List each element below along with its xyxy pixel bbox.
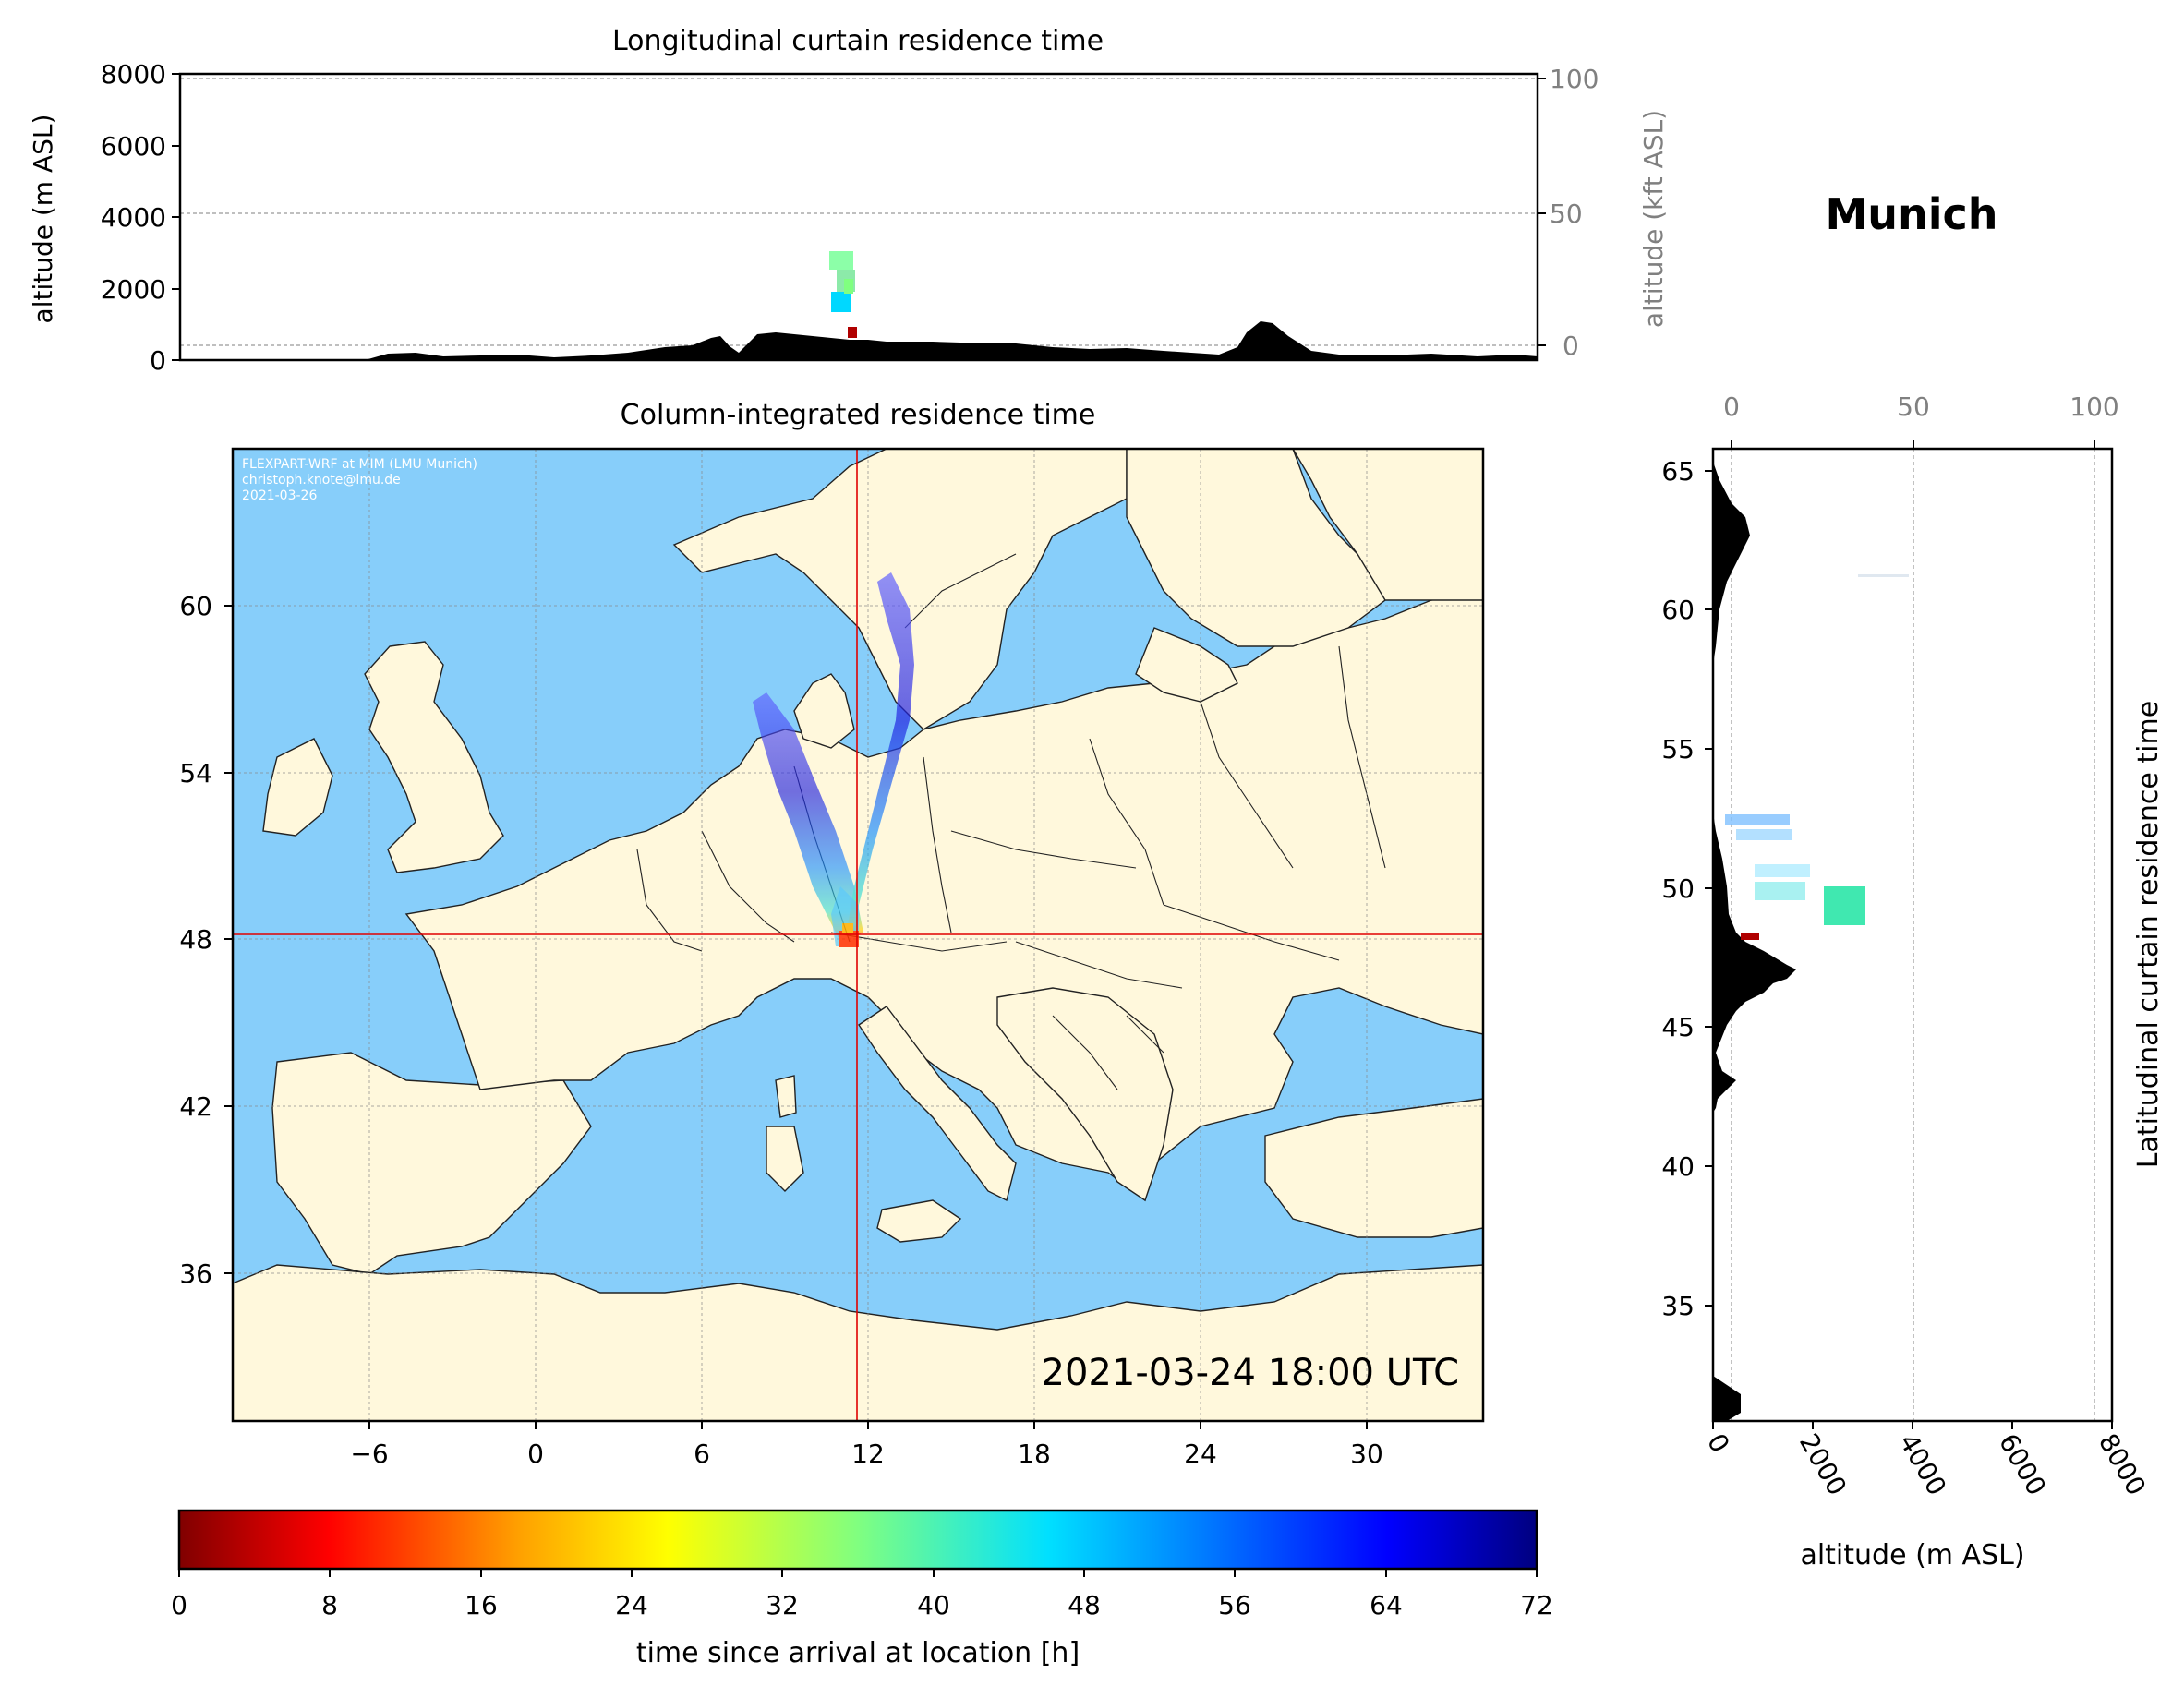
tick-label: 0 xyxy=(150,345,166,376)
land-iberia xyxy=(271,1052,592,1275)
land-africa xyxy=(233,1264,1483,1421)
tick-label: 30 xyxy=(1350,1439,1383,1469)
tick-label: 8 xyxy=(321,1590,338,1620)
map-yticks: 36 42 48 54 60 xyxy=(179,591,233,1289)
tick-label: 24 xyxy=(1184,1439,1217,1469)
top-ylabel-left: altitude (m ASL) xyxy=(28,114,58,324)
land-ireland xyxy=(262,738,333,837)
tick-label: 64 xyxy=(1370,1590,1403,1620)
colorbar-ticks: 0 8 16 24 32 40 48 56 64 72 xyxy=(171,1569,1553,1620)
top-right-ticks: 0 50 100 xyxy=(1538,64,1599,361)
tick-label: 2000 xyxy=(101,274,166,305)
colorbar-gradient xyxy=(177,1509,1538,1571)
side-panel: 35 40 45 50 55 60 65 0 50 100 0 2000 400… xyxy=(1661,391,2165,1572)
land-italy xyxy=(858,1006,1017,1202)
tick-label: 0 xyxy=(1563,331,1579,361)
terrain-profile-lat xyxy=(1713,462,1796,1421)
tick-label: 0 xyxy=(171,1590,187,1620)
tick-label: 60 xyxy=(1661,595,1695,625)
tick-label: 12 xyxy=(851,1439,885,1469)
tick-label: 4000 xyxy=(101,202,166,233)
top-panel-title: Longitudinal curtain residence time xyxy=(612,25,1104,57)
map-timestamp: 2021-03-24 18:00 UTC xyxy=(1042,1352,1459,1394)
tick-label: 60 xyxy=(179,591,212,621)
land-sardinia xyxy=(766,1126,804,1192)
tick-label: 6000 xyxy=(1993,1428,2052,1500)
tick-label: 8000 xyxy=(101,59,166,90)
land-balkans xyxy=(996,987,1174,1202)
tick-label: 54 xyxy=(179,758,212,789)
tick-label: 0 xyxy=(527,1439,544,1469)
tick-label: 36 xyxy=(179,1258,212,1289)
side-yticks: 35 40 45 50 55 60 65 xyxy=(1661,456,1713,1321)
tick-label: 0 xyxy=(1723,391,1740,422)
land-baltic xyxy=(1135,627,1238,703)
colorbar: 0 8 16 24 32 40 48 56 64 72 time since a… xyxy=(171,1509,1553,1669)
tick-label: 50 xyxy=(1897,391,1930,422)
land-corsica xyxy=(775,1075,797,1118)
tick-label: 40 xyxy=(917,1590,950,1620)
land-britain xyxy=(364,641,504,873)
tick-label: 55 xyxy=(1661,734,1695,765)
map-credit: FLEXPART-WRF at MIM (LMU Munich) christo… xyxy=(242,457,477,503)
tick-label: 32 xyxy=(766,1590,799,1620)
tick-label: −6 xyxy=(350,1439,388,1469)
colorbar-label: time since arrival at location [h] xyxy=(636,1637,1080,1669)
land-russia xyxy=(1292,449,1483,601)
tick-label: 50 xyxy=(1550,199,1583,229)
tick-label: 65 xyxy=(1661,456,1695,487)
map-panel: Column-integrated residence time xyxy=(179,399,1485,1469)
land-turkey xyxy=(1264,1098,1483,1238)
station-name: Munich xyxy=(1825,189,1997,239)
side-xlabel: altitude (m ASL) xyxy=(1800,1539,2024,1572)
land-scandinavia xyxy=(672,449,1128,730)
tick-label: 2000 xyxy=(1793,1428,1852,1500)
credit-line: FLEXPART-WRF at MIM (LMU Munich) xyxy=(242,457,477,472)
tick-label: 48 xyxy=(179,924,212,955)
top-ylabel-right: altitude (kft ASL) xyxy=(1638,110,1669,328)
map-panel-title: Column-integrated residence time xyxy=(621,399,1096,431)
top-panel: Longitudinal curtain residence time 0 20… xyxy=(28,25,1669,376)
land-sicily xyxy=(876,1199,962,1243)
terrain-profile-lon xyxy=(180,321,1538,360)
tick-label: 100 xyxy=(1550,64,1599,94)
land-finland xyxy=(1126,449,1386,647)
top-left-ticks: 0 2000 4000 6000 8000 xyxy=(101,59,180,376)
credit-line: 2021-03-26 xyxy=(242,488,317,503)
tick-label: 50 xyxy=(1661,873,1695,904)
credit-line: christoph.knote@lmu.de xyxy=(242,473,401,488)
tick-label: 8000 xyxy=(2093,1428,2152,1500)
tick-label: 24 xyxy=(615,1590,648,1620)
tick-label: 18 xyxy=(1018,1439,1051,1469)
tick-label: 48 xyxy=(1068,1590,1101,1620)
tick-label: 56 xyxy=(1218,1590,1251,1620)
top-panel-plot xyxy=(180,78,1538,360)
tick-label: 35 xyxy=(1661,1291,1695,1321)
tick-label: 40 xyxy=(1661,1151,1695,1182)
land-denmark xyxy=(793,673,855,749)
side-ylabel: Latitudinal curtain residence time xyxy=(2132,701,2165,1168)
map-xticks: −6 0 6 12 18 24 30 xyxy=(350,1421,1383,1469)
tick-label: 6000 xyxy=(101,131,166,162)
side-xticks-bottom: 0 2000 4000 6000 8000 xyxy=(1701,1421,2152,1500)
tick-label: 72 xyxy=(1520,1590,1553,1620)
tick-label: 16 xyxy=(465,1590,498,1620)
tick-label: 100 xyxy=(2069,391,2118,422)
side-xticks-top: 0 50 100 xyxy=(1723,391,2119,449)
tick-label: 42 xyxy=(179,1091,212,1122)
tick-label: 45 xyxy=(1661,1012,1695,1042)
map-gridlines xyxy=(233,449,1483,1421)
tick-label: 0 xyxy=(1701,1428,1735,1458)
tick-label: 4000 xyxy=(1893,1428,1952,1500)
tick-label: 6 xyxy=(694,1439,710,1469)
